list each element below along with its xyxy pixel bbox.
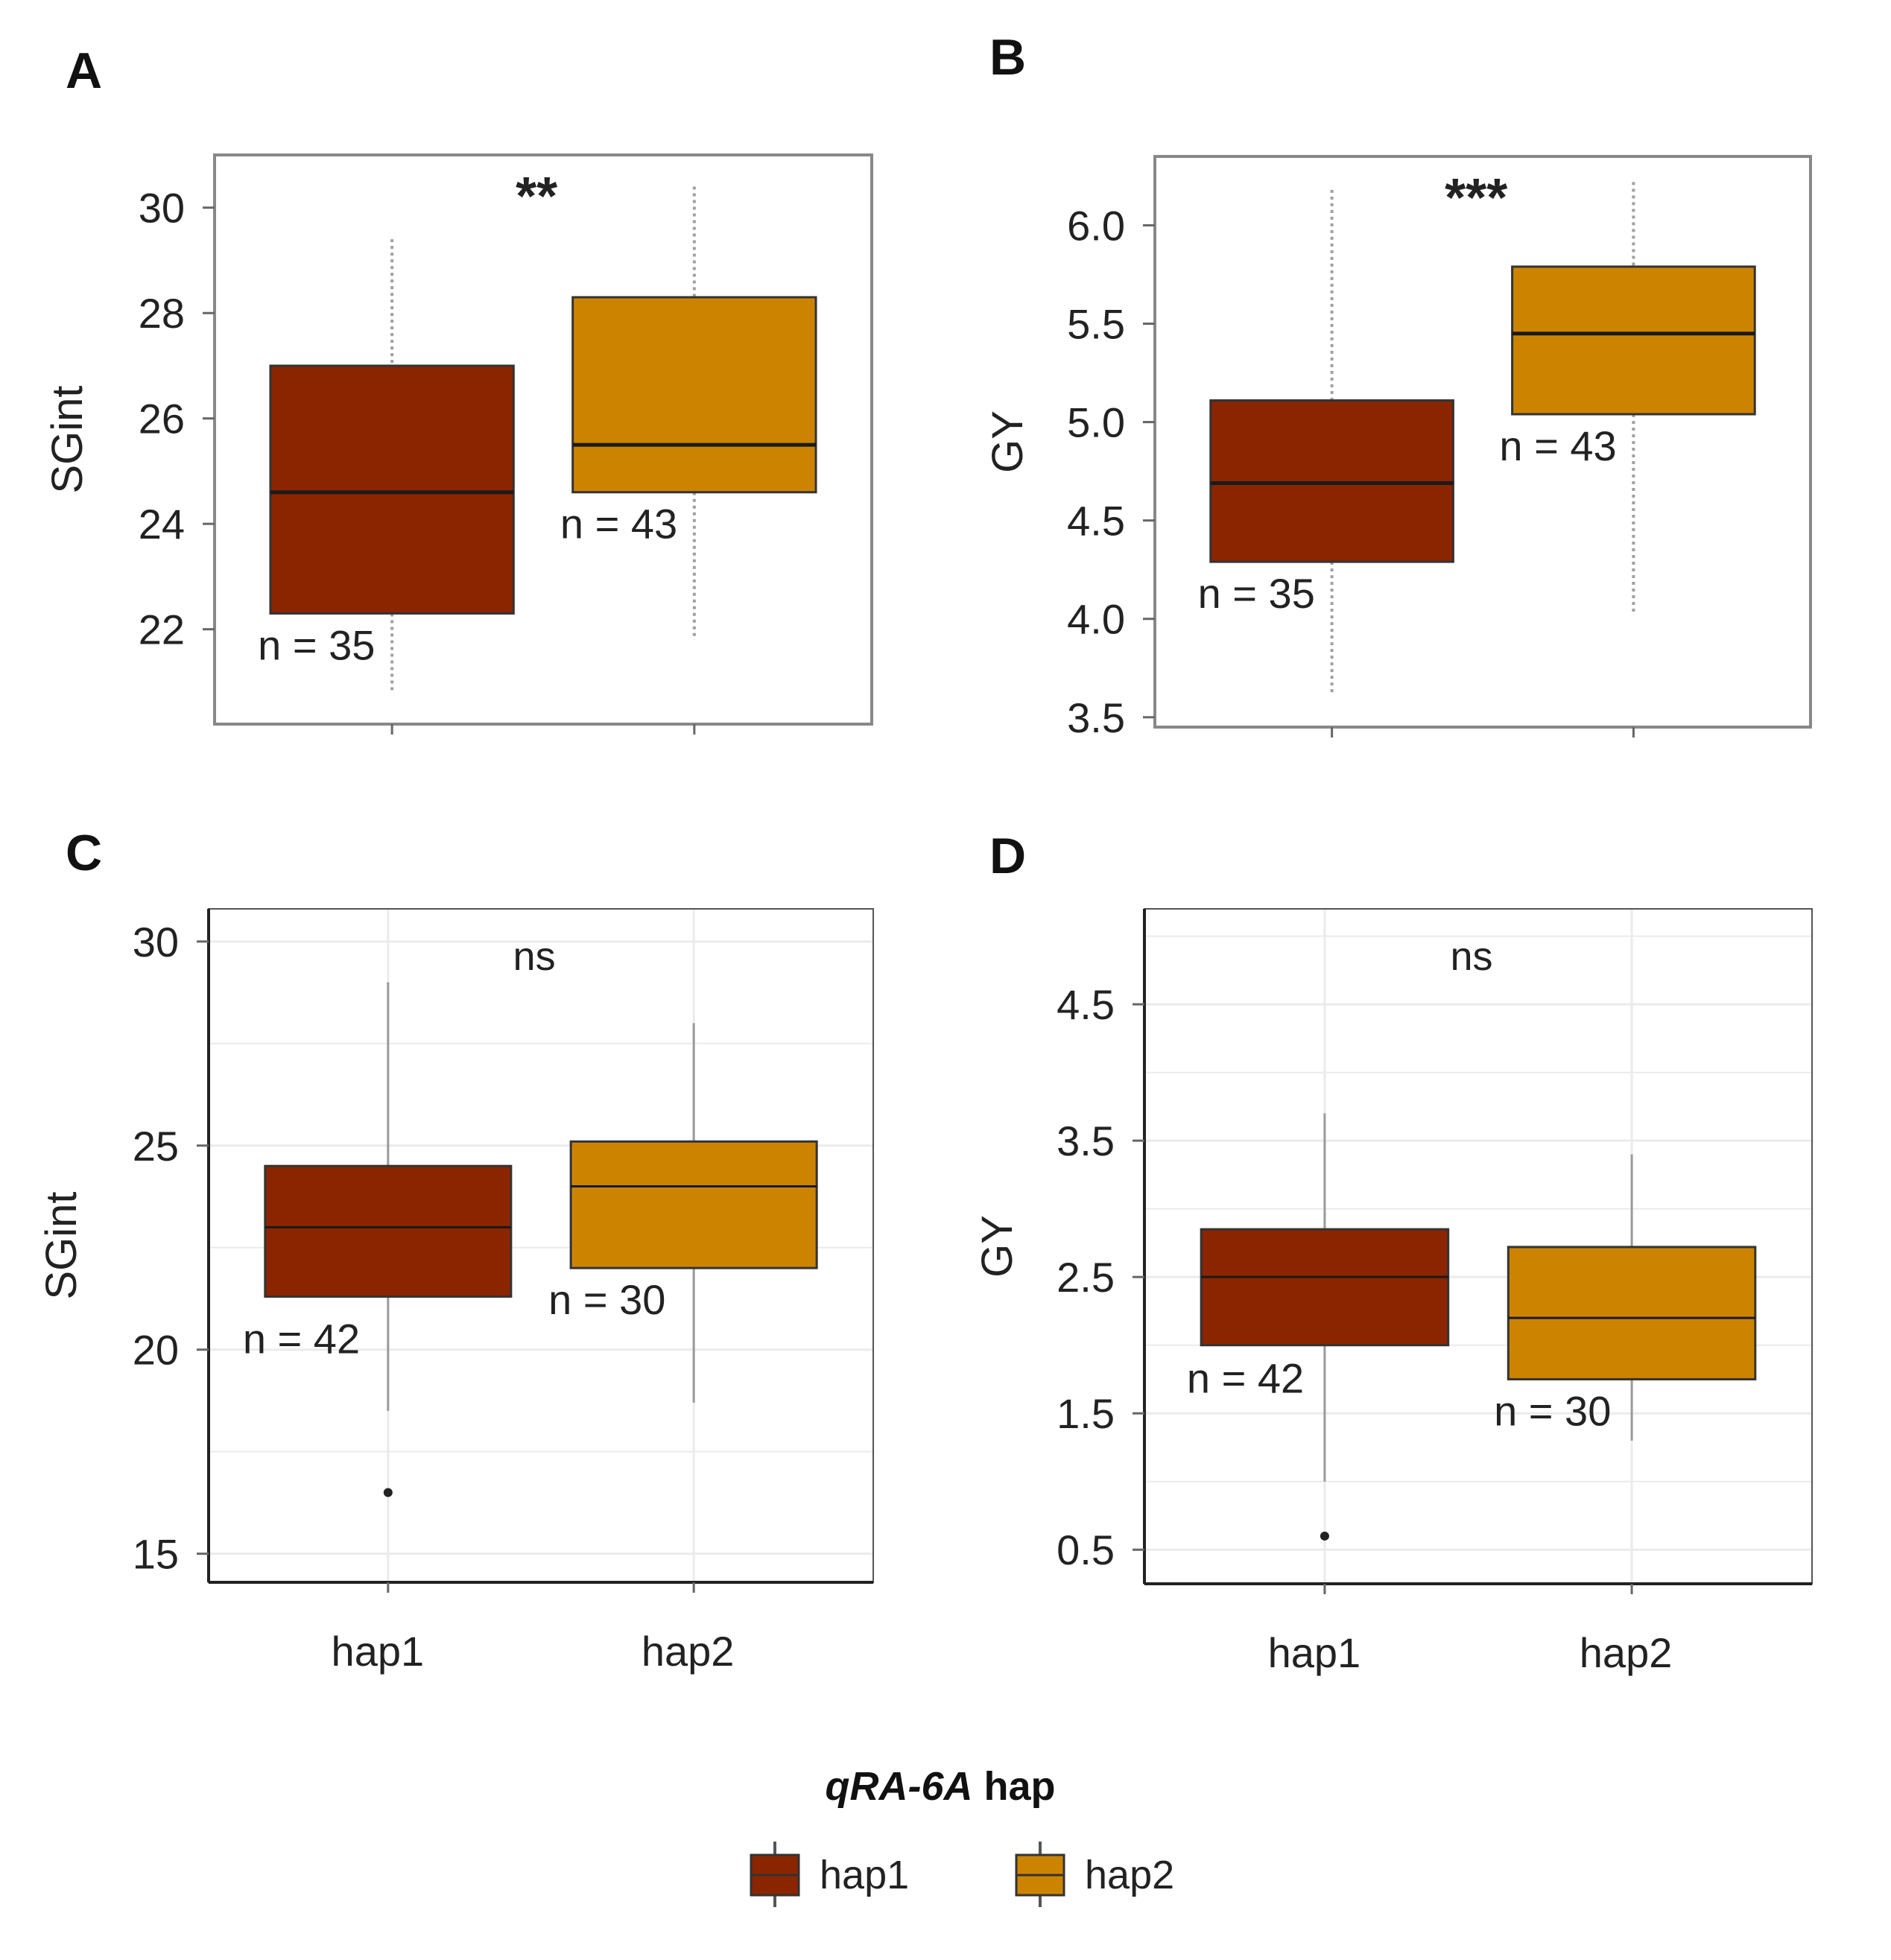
x-tick-label: hap1 bbox=[332, 1628, 425, 1675]
box-iqr bbox=[269, 364, 515, 615]
y-axis-label: GY bbox=[983, 410, 1032, 473]
legend-key-hap1 bbox=[750, 1842, 800, 1907]
n-label: n = 43 bbox=[560, 501, 677, 548]
panel-c: C 15 20 25 30 SGint ns n = 42 n = 30 hap1 hap2 bbox=[37, 825, 874, 1675]
significance-label: ** bbox=[516, 167, 557, 226]
n-label: n = 35 bbox=[258, 621, 375, 668]
y-tick-label: 24 bbox=[139, 501, 185, 548]
n-label: n = 42 bbox=[1187, 1355, 1304, 1402]
legend-label-hap1: hap1 bbox=[820, 1853, 909, 1897]
significance-label: ns bbox=[513, 934, 556, 979]
panel-letter: A bbox=[66, 42, 102, 99]
panel-letter: B bbox=[989, 29, 1026, 86]
x-tick-label: hap2 bbox=[1580, 1629, 1673, 1676]
legend-title: qRA-6A hap bbox=[825, 1764, 1055, 1809]
box-hap1: n = 35 bbox=[1198, 189, 1454, 694]
legend-title-rest: hap bbox=[972, 1764, 1055, 1809]
panel-a: A 22 24 26 28 30 SGint ** n = 35 n = 43 bbox=[43, 42, 873, 735]
box-hap1: n = 35 bbox=[258, 239, 515, 693]
y-tick-label: 3.5 bbox=[1057, 1117, 1115, 1164]
y-tick-label: 15 bbox=[133, 1531, 179, 1578]
y-tick-label: 1.5 bbox=[1057, 1390, 1115, 1437]
y-tick-label: 4.5 bbox=[1057, 981, 1115, 1028]
box-hap2: n = 43 bbox=[1499, 182, 1756, 615]
y-tick-label: 25 bbox=[133, 1123, 179, 1170]
y-tick-label: 26 bbox=[139, 396, 185, 443]
plot-frame bbox=[213, 153, 873, 726]
box-hap2: n = 43 bbox=[560, 186, 817, 640]
panels: A 22 24 26 28 30 SGint ** n = 35 n = 43 B 3.5 4.0 4.5… bbox=[37, 29, 1813, 1676]
y-tick-label: 22 bbox=[139, 606, 185, 653]
outlier-point bbox=[383, 1488, 393, 1497]
y-axis-label: SGint bbox=[37, 1191, 86, 1299]
box-hap2: n = 30 bbox=[1494, 1154, 1757, 1441]
x-tick-label: hap1 bbox=[1268, 1629, 1361, 1676]
legend: qRA-6A hap hap1 hap2 bbox=[750, 1764, 1174, 1907]
y-tick-label: 6.0 bbox=[1067, 202, 1125, 249]
y-tick-label: 2.5 bbox=[1057, 1254, 1115, 1301]
y-axis-label: GY bbox=[973, 1215, 1021, 1278]
box-hap2: n = 30 bbox=[548, 1023, 818, 1403]
y-axis-label: SGint bbox=[43, 385, 92, 493]
y-tick-label: 4.5 bbox=[1067, 498, 1125, 545]
box-hap1: n = 42 bbox=[243, 982, 513, 1497]
panel-b: B 3.5 4.0 4.5 5.0 5.5 6.0 GY *** n = 35 n = 43 bbox=[983, 29, 1812, 741]
y-tick-label: 5.5 bbox=[1067, 301, 1125, 348]
y-tick-label: 3.5 bbox=[1067, 694, 1125, 741]
n-label: n = 43 bbox=[1499, 422, 1616, 469]
y-tick-label: 5.0 bbox=[1067, 399, 1125, 446]
box-iqr bbox=[569, 1140, 818, 1269]
outlier-point bbox=[1320, 1531, 1329, 1541]
x-tick-label: hap2 bbox=[642, 1628, 735, 1675]
n-label: n = 35 bbox=[1198, 570, 1315, 617]
y-tick-label: 0.5 bbox=[1057, 1526, 1115, 1573]
legend-key-hap2 bbox=[1015, 1842, 1065, 1907]
plot-frame bbox=[1153, 155, 1812, 729]
box-iqr bbox=[1200, 1228, 1450, 1347]
box-iqr bbox=[1511, 265, 1756, 416]
n-label: n = 30 bbox=[548, 1276, 665, 1323]
box-iqr bbox=[1507, 1246, 1757, 1380]
y-tick-label: 28 bbox=[139, 290, 185, 337]
panel-letter: C bbox=[66, 825, 102, 881]
significance-label: *** bbox=[1445, 168, 1507, 228]
box-iqr bbox=[264, 1164, 513, 1298]
panel-d: D 0.5 1.5 2.5 3.5 4.5 GY ns n = 42 n = 30 hap1 hap2 bbox=[973, 828, 1813, 1676]
box-iqr bbox=[571, 296, 817, 494]
significance-label: ns bbox=[1451, 934, 1493, 979]
y-tick-label: 30 bbox=[139, 185, 185, 232]
box-iqr bbox=[1209, 399, 1454, 563]
box-hap1: n = 42 bbox=[1187, 1113, 1450, 1541]
y-tick-label: 4.0 bbox=[1067, 596, 1125, 643]
panel-letter: D bbox=[989, 828, 1026, 884]
n-label: n = 42 bbox=[243, 1315, 360, 1362]
y-tick-label: 30 bbox=[133, 919, 179, 965]
legend-label-hap2: hap2 bbox=[1085, 1853, 1174, 1897]
y-tick-label: 20 bbox=[133, 1327, 179, 1374]
n-label: n = 30 bbox=[1494, 1387, 1611, 1434]
legend-title-italic: qRA-6A bbox=[825, 1764, 972, 1809]
